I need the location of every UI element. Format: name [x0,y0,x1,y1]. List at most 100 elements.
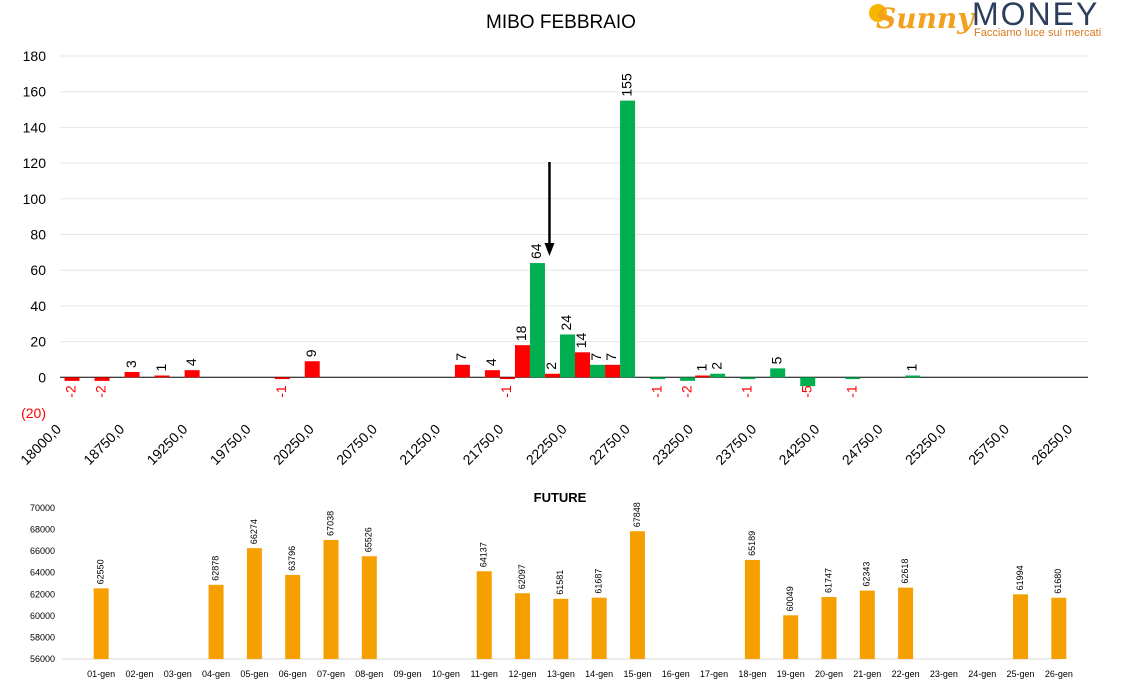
future-data-label: 63796 [287,546,297,571]
future-data-label: 67038 [325,511,335,536]
future-bar [859,590,875,659]
future-x-tick-label: 20-gen [815,669,843,679]
future-chart-title: FUTURE [534,490,587,505]
data-label: -2 [63,385,79,398]
future-x-tick-label: 08-gen [355,669,383,679]
data-label: 7 [453,353,469,361]
future-x-tick-label: 22-gen [892,669,920,679]
data-label: 24 [558,315,574,331]
bar [529,263,545,378]
data-label: 155 [618,73,634,97]
bar [64,377,80,381]
future-x-tick-label: 25-gen [1007,669,1035,679]
future-data-label: 62878 [210,556,220,581]
y-tick-label: 20 [30,334,46,350]
future-x-tick-label: 03-gen [164,669,192,679]
future-x-tick-label: 04-gen [202,669,230,679]
future-x-tick-label: 09-gen [394,669,422,679]
future-data-label: 60049 [785,586,795,611]
future-data-label: 61687 [594,569,604,594]
data-label: 14 [573,333,589,349]
bar [544,373,560,378]
future-data-label: 61994 [1015,565,1025,590]
future-x-tick-label: 15-gen [623,669,651,679]
x-tick-label: 25750,0 [965,421,1012,468]
bar [94,377,110,381]
future-x-tick-label: 05-gen [240,669,268,679]
bar [740,377,756,380]
future-data-label: 67848 [632,502,642,527]
future-y-tick-label: 64000 [30,568,55,578]
bar [605,364,621,378]
y-tick-label: 60 [30,262,46,278]
future-y-tick-label: 58000 [30,632,55,642]
bar [514,345,530,378]
future-bar [246,548,262,659]
data-label: 9 [303,349,319,357]
x-tick-label: 18750,0 [80,421,127,468]
data-label: 3 [123,360,139,368]
future-x-tick-label: 17-gen [700,669,728,679]
bar [484,370,500,378]
bar [590,364,606,378]
future-chart: 56000 58000 60000 62000 64000 66000 68000 70000… [30,502,1073,679]
future-x-tick-label: 14-gen [585,669,613,679]
bar [154,375,170,378]
logo-tagline: Facciamo luce sui mercati [974,27,1102,39]
data-label: 1 [693,364,709,372]
data-label: -1 [738,385,754,398]
future-bar [323,539,339,659]
future-x-tick-label: 02-gen [125,669,153,679]
future-x-tick-label: 18-gen [738,669,766,679]
data-label: 64 [528,243,544,259]
x-tick-label: 20750,0 [333,421,380,468]
x-tick-label: 23250,0 [649,421,696,468]
future-data-label: 61680 [1053,569,1063,594]
future-data-label: 61747 [823,568,833,593]
future-bar [898,587,914,659]
future-y-tick-label: 66000 [30,546,55,556]
future-x-tick-label: 06-gen [279,669,307,679]
data-label: 1 [153,364,169,372]
arrow-head [544,243,555,256]
future-bar [821,597,837,659]
bar [575,352,591,378]
bar [680,377,696,381]
future-bar [285,574,301,659]
data-label: 4 [483,358,499,366]
y-tick-label: 180 [23,48,47,64]
bar [710,373,726,378]
future-y-tick-label: 70000 [30,503,55,513]
future-bar [515,593,531,659]
future-bar [553,598,569,659]
future-y-tick-label: 68000 [30,525,55,535]
future-data-label: 65189 [747,531,757,556]
future-data-label: 64137 [479,542,489,567]
future-data-label: 62550 [96,559,106,584]
future-bar [93,588,109,659]
x-tick-label: 22250,0 [523,421,570,468]
future-x-tick-label: 07-gen [317,669,345,679]
data-label: 4 [183,358,199,366]
future-x-tick-label: 10-gen [432,669,460,679]
x-tick-label: 19750,0 [207,421,254,468]
x-tick-label: 21750,0 [459,421,506,468]
y-tick-label: 40 [30,298,46,314]
x-tick-label: 19250,0 [143,421,190,468]
data-label: -1 [498,385,514,398]
y-tick-label: 100 [23,191,47,207]
x-tick-label: 25250,0 [902,421,949,468]
future-x-tick-label: 16-gen [662,669,690,679]
data-label: -1 [843,385,859,398]
future-x-tick-label: 26-gen [1045,669,1073,679]
future-x-tick-label: 11-gen [471,669,498,679]
bar [304,361,320,378]
future-bar [208,584,224,659]
future-bar [361,556,377,659]
data-label: -1 [648,385,664,398]
y-tick-label: 140 [23,119,47,135]
future-x-tick-label: 23-gen [930,669,958,679]
x-tick-label: 26250,0 [1028,421,1075,468]
bar [845,377,861,380]
